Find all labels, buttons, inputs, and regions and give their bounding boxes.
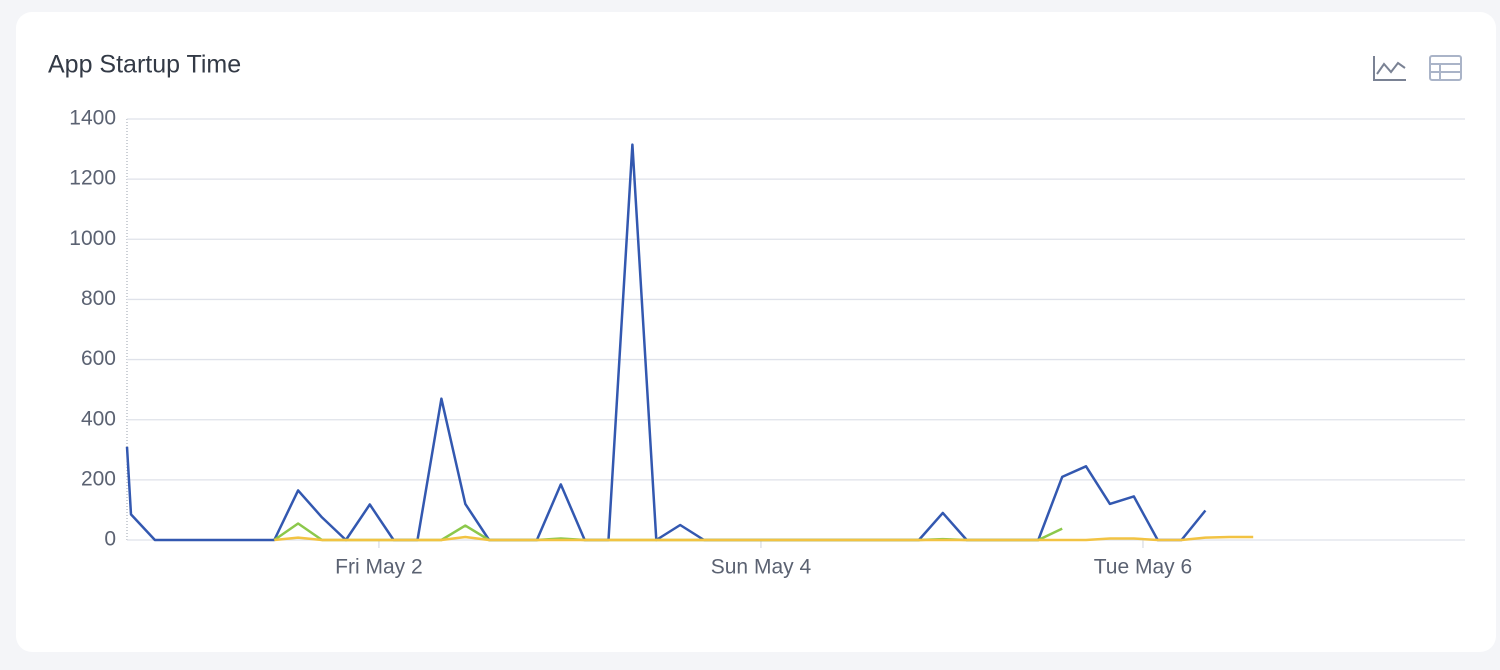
chart-title: App Startup Time (48, 51, 241, 79)
y-tick-label: 600 (81, 347, 116, 370)
y-tick-label: 1400 (69, 107, 116, 130)
series-line (125, 143, 1207, 542)
y-tick-label: 400 (81, 407, 116, 430)
x-tick-label: Tue May 6 (1094, 556, 1192, 579)
x-tick-label: Sun May 4 (711, 556, 812, 579)
y-tick-label: 800 (81, 287, 116, 310)
y-tick-label: 0 (104, 528, 116, 551)
y-tick-label: 200 (81, 467, 116, 490)
y-tick-label: 1200 (69, 167, 116, 190)
series-line (274, 535, 1254, 542)
y-tick-label: 1000 (69, 227, 116, 250)
x-tick-label: Fri May 2 (335, 556, 423, 579)
table-view-button[interactable] (1429, 55, 1462, 81)
line-view-button[interactable] (1373, 56, 1406, 81)
